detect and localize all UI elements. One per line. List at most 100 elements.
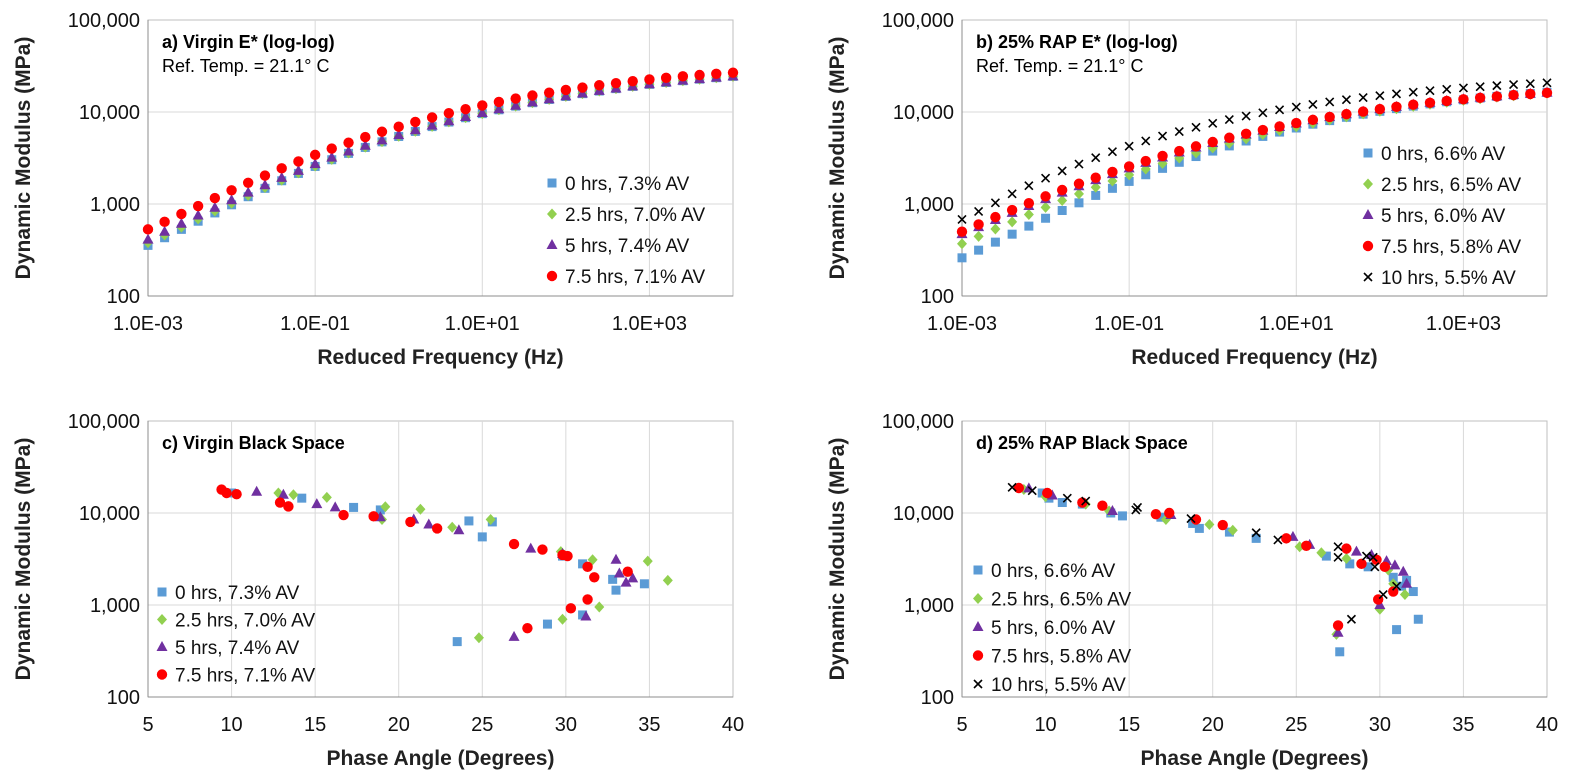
data-point bbox=[974, 245, 984, 255]
data-point bbox=[376, 134, 388, 145]
data-point-stroke bbox=[1041, 173, 1051, 183]
data-point-stroke bbox=[1492, 81, 1502, 91]
data-point bbox=[309, 158, 321, 169]
data-point bbox=[1240, 128, 1252, 139]
data-point bbox=[974, 206, 984, 217]
panel-title: b) 25% RAP E* (log-log) bbox=[976, 32, 1178, 52]
data-point bbox=[1141, 136, 1151, 146]
legend-label: 7.5 hrs, 7.1% AV bbox=[175, 666, 315, 687]
data-point bbox=[1425, 86, 1435, 96]
x-tick-label: 1.0E+03 bbox=[612, 313, 687, 335]
data-point bbox=[608, 574, 618, 584]
data-point bbox=[283, 501, 294, 512]
legend-label: 2.5 hrs, 6.5% AV bbox=[991, 590, 1131, 611]
data-point bbox=[343, 137, 354, 148]
series-7.5 hrs, 5.8% AV bbox=[956, 87, 1553, 237]
data-point bbox=[242, 186, 254, 197]
data-point bbox=[1023, 198, 1035, 209]
legend-marker bbox=[972, 650, 984, 661]
data-point bbox=[1358, 93, 1368, 103]
legend-marker bbox=[1362, 209, 1374, 219]
y-tick-label: 1,000 bbox=[904, 595, 954, 617]
data-point bbox=[276, 171, 288, 182]
y-tick-label: 100,000 bbox=[882, 10, 954, 32]
data-point bbox=[329, 501, 341, 512]
legend-marker bbox=[1363, 148, 1373, 158]
x-tick-label: 35 bbox=[1452, 714, 1474, 736]
data-point bbox=[368, 511, 379, 522]
data-point-stroke bbox=[1542, 78, 1552, 88]
data-point bbox=[560, 84, 572, 96]
data-point bbox=[1191, 122, 1201, 132]
panel-title: c) Virgin Black Space bbox=[162, 433, 345, 453]
legend-marker bbox=[547, 208, 557, 220]
data-point bbox=[1040, 201, 1051, 213]
data-point bbox=[622, 566, 633, 577]
data-point bbox=[580, 610, 592, 621]
x-axis-title: Phase Angle (Degrees) bbox=[327, 747, 555, 770]
data-point bbox=[1150, 509, 1162, 520]
data-point bbox=[1374, 103, 1386, 115]
series-10 hrs, 5.5% AV bbox=[957, 78, 1552, 224]
x-tick-label: 20 bbox=[1202, 714, 1224, 736]
data-point bbox=[326, 151, 338, 162]
data-point bbox=[1316, 547, 1327, 559]
data-point bbox=[1350, 545, 1362, 556]
x-tick-label: 5 bbox=[956, 714, 967, 736]
data-point bbox=[311, 498, 323, 509]
data-point bbox=[543, 87, 555, 98]
data-point bbox=[1492, 81, 1502, 91]
legend-label: 5 hrs, 6.0% AV bbox=[991, 618, 1116, 639]
data-point bbox=[1379, 561, 1391, 573]
data-point bbox=[338, 509, 349, 521]
data-point bbox=[1397, 581, 1407, 591]
data-point-stroke bbox=[1291, 102, 1301, 112]
data-point bbox=[956, 226, 968, 237]
data-point bbox=[277, 488, 289, 499]
data-point bbox=[1307, 114, 1319, 126]
data-point bbox=[1392, 625, 1402, 635]
data-point bbox=[1357, 106, 1369, 117]
data-point bbox=[1341, 108, 1352, 120]
data-point bbox=[393, 129, 405, 140]
data-point-stroke bbox=[1258, 108, 1268, 118]
data-point bbox=[527, 90, 538, 101]
data-point bbox=[1156, 512, 1166, 522]
data-point bbox=[221, 487, 232, 499]
data-point bbox=[1346, 614, 1357, 624]
data-point-stroke bbox=[957, 214, 967, 224]
chart-panel-a: 100 1,000 10,000 100,000 1.0E-03 1.0E-01 1.0E+… bbox=[12, 10, 739, 369]
data-point bbox=[508, 630, 520, 641]
data-point bbox=[560, 90, 572, 101]
data-point bbox=[360, 131, 371, 143]
data-point bbox=[1157, 131, 1168, 141]
data-point bbox=[326, 143, 337, 154]
data-point bbox=[1333, 552, 1343, 562]
data-point bbox=[973, 219, 984, 230]
data-point bbox=[321, 491, 332, 503]
data-point bbox=[1057, 195, 1068, 207]
x-tick-label: 1.0E-03 bbox=[113, 313, 183, 335]
y-tick-label: 1,000 bbox=[90, 194, 140, 216]
data-point bbox=[1458, 94, 1469, 105]
data-point-stroke bbox=[1081, 496, 1091, 506]
data-point bbox=[1208, 118, 1218, 128]
data-point bbox=[1140, 155, 1151, 167]
data-point bbox=[594, 80, 605, 91]
legend-label: 5 hrs, 7.4% AV bbox=[175, 638, 300, 659]
data-point bbox=[1392, 581, 1402, 591]
data-point bbox=[990, 237, 1000, 247]
data-point bbox=[393, 121, 404, 132]
data-point bbox=[1251, 528, 1261, 538]
data-point bbox=[526, 96, 538, 107]
data-point bbox=[1107, 183, 1117, 193]
data-point bbox=[1174, 145, 1185, 157]
data-point bbox=[1077, 497, 1088, 508]
data-point bbox=[409, 124, 421, 135]
legend-marker bbox=[546, 239, 558, 249]
data-point bbox=[477, 100, 488, 111]
x-tick-label: 1.0E+03 bbox=[1426, 313, 1501, 335]
legend-marker bbox=[973, 565, 983, 575]
data-point bbox=[1325, 97, 1335, 107]
legend-label: 2.5 hrs, 6.5% AV bbox=[1381, 175, 1521, 196]
